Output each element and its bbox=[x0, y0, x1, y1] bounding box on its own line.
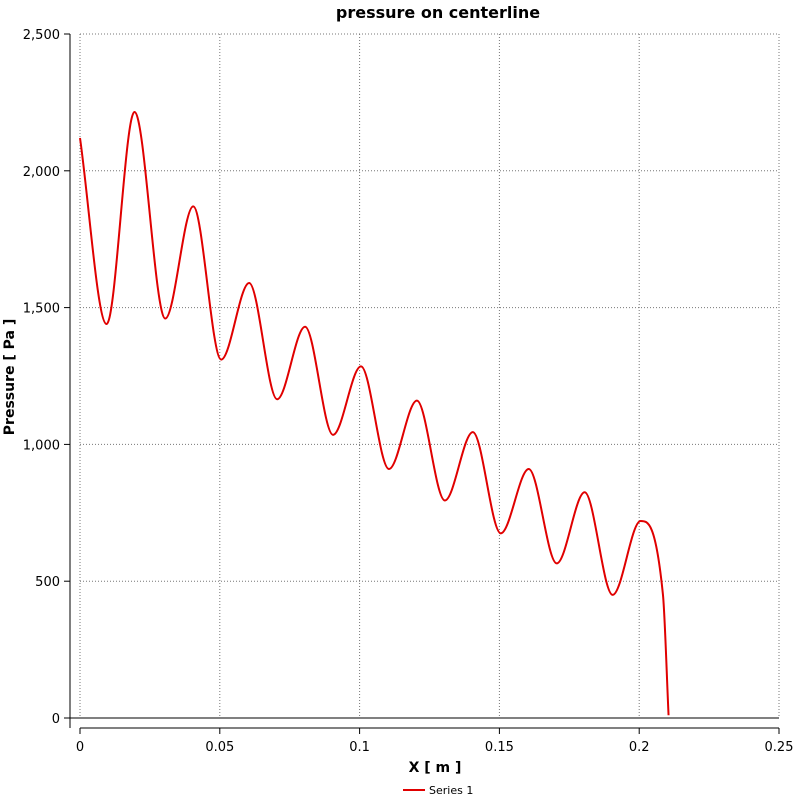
x-tick-label: 0.2 bbox=[629, 740, 650, 755]
y-tick-label: 1,000 bbox=[23, 438, 60, 453]
chart-title: pressure on centerline bbox=[336, 3, 540, 22]
axis-layer bbox=[64, 33, 780, 734]
x-tick-label: 0.15 bbox=[485, 740, 514, 755]
grid-layer bbox=[79, 33, 780, 719]
legend: Series 1 bbox=[403, 784, 473, 797]
x-tick-label: 0.1 bbox=[349, 740, 370, 755]
x-tick-label: 0.05 bbox=[205, 740, 234, 755]
y-tick-label: 1,500 bbox=[23, 302, 60, 317]
y-tick-label: 0 bbox=[52, 712, 60, 727]
y-tick-label: 2,000 bbox=[23, 165, 60, 180]
x-tick-label: 0 bbox=[76, 740, 84, 755]
series-line-1 bbox=[79, 110, 670, 716]
series-layer bbox=[79, 110, 670, 716]
x-tick-label: 0.25 bbox=[765, 740, 794, 755]
y-axis-title: Pressure [ Pa ] bbox=[2, 319, 18, 435]
y-tick-label: 500 bbox=[35, 575, 60, 590]
y-tick-label: 2,500 bbox=[23, 28, 60, 43]
legend-label-series-1: Series 1 bbox=[429, 784, 473, 797]
x-axis-title: X [ m ] bbox=[409, 760, 462, 776]
label-layer: 0 0.05 0.1 0.15 0.2 0.25 0 500 1,000 1,500 2,000 2,… bbox=[23, 28, 794, 755]
